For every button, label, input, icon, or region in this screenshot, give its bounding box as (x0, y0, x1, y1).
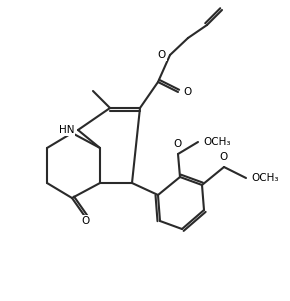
Text: O: O (220, 152, 228, 162)
Text: O: O (82, 216, 90, 226)
Text: OCH₃: OCH₃ (203, 137, 231, 147)
Text: O: O (174, 139, 182, 149)
Text: OCH₃: OCH₃ (251, 173, 278, 183)
Text: HN: HN (59, 125, 74, 135)
Text: O: O (158, 50, 166, 60)
Text: O: O (183, 87, 191, 97)
